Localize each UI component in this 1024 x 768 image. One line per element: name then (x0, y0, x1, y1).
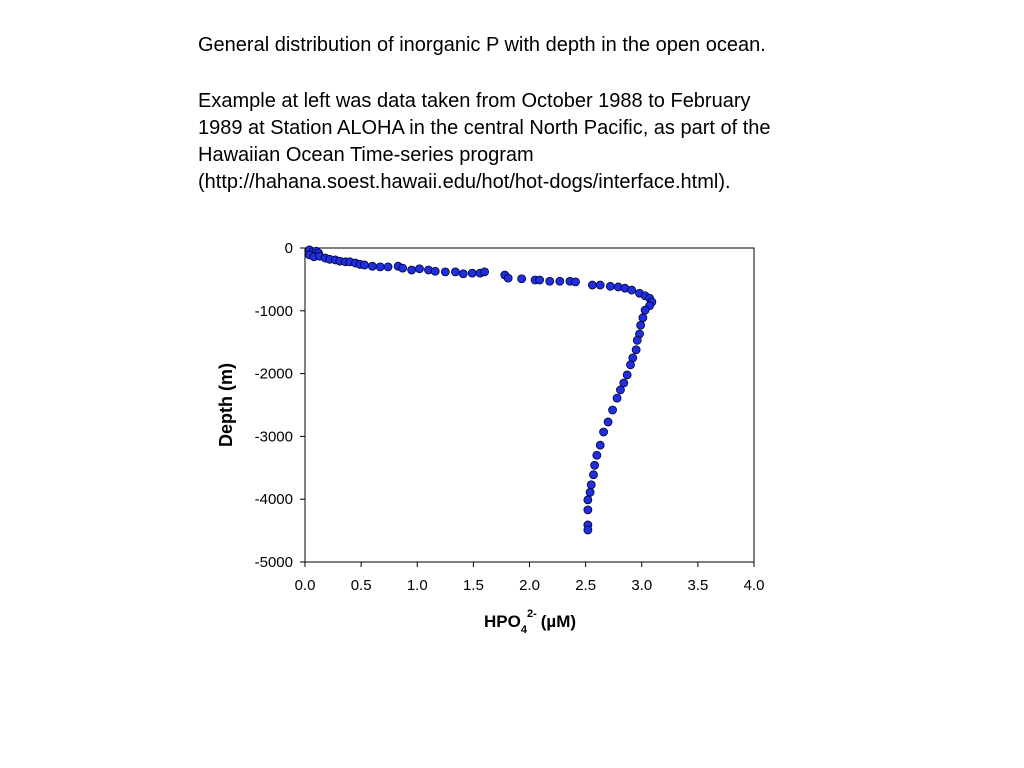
point (590, 460, 600, 470)
point (367, 261, 377, 271)
point (415, 264, 424, 274)
point (605, 281, 615, 291)
y-tick-label: -1000 (255, 303, 293, 320)
x-tick-label: 3.0 (631, 577, 652, 594)
y-tick-label: -5000 (255, 554, 293, 571)
line-0: Example at left was data taken from Octo… (198, 90, 751, 112)
line-1: 1989 at Station ALOHA in the central Nor… (198, 117, 771, 139)
x-label-sup: 2- (527, 608, 537, 620)
point (603, 417, 613, 427)
point (599, 427, 608, 437)
point (583, 505, 593, 515)
x-label-text: HPO (484, 612, 521, 631)
point (595, 280, 605, 290)
point (458, 269, 468, 279)
point (451, 267, 460, 277)
x-tick-label: 2.5 (575, 577, 596, 594)
point (398, 263, 408, 273)
point (608, 405, 617, 415)
y-tick-label: -4000 (255, 491, 293, 508)
y-tick-label: 0 (285, 240, 293, 257)
point (555, 276, 565, 286)
point (631, 345, 641, 355)
point (430, 266, 440, 276)
point (407, 265, 417, 275)
point (640, 305, 650, 315)
point (383, 262, 393, 272)
point (587, 280, 597, 290)
point (595, 440, 605, 450)
y-axis-label: Depth (m) (216, 363, 236, 447)
x-tick-label: 2.0 (519, 577, 540, 594)
x-tick-label: 1.5 (463, 577, 484, 594)
point (589, 470, 598, 480)
point (622, 370, 632, 380)
point (375, 262, 385, 272)
heading: General distribution of inorganic P with… (198, 34, 766, 56)
point (571, 277, 580, 287)
point (627, 285, 637, 295)
line-3: (http://hahana.soest.hawaii.edu/hot/hot-… (198, 171, 731, 193)
point (585, 487, 595, 497)
point (583, 495, 593, 505)
x-label-unit: (µM) (541, 612, 576, 631)
x-tick-label: 0.5 (351, 577, 372, 594)
point (503, 273, 513, 283)
point (612, 393, 622, 403)
point (636, 320, 646, 330)
x-tick-label: 0.0 (295, 577, 316, 594)
x-tick-label: 3.5 (687, 577, 708, 594)
x-axis-label: HPO4 2- (µM) (484, 608, 576, 636)
point (638, 313, 648, 323)
line-2: Hawaiian Ocean Time-series program (198, 144, 534, 166)
point (517, 274, 527, 284)
x-label-sub: 4 (521, 624, 528, 636)
point (586, 480, 596, 490)
point (619, 378, 629, 388)
point (467, 268, 477, 278)
point (545, 276, 555, 286)
point (480, 267, 490, 277)
point (440, 267, 450, 277)
plot-frame (304, 247, 755, 563)
x-tick-label: 1.0 (407, 577, 428, 594)
y-tick-label: -3000 (255, 428, 293, 445)
point (360, 260, 369, 270)
point (592, 450, 602, 460)
point (632, 335, 642, 345)
x-tick-label: 4.0 (744, 577, 765, 594)
point (535, 275, 545, 285)
y-tick-label: -2000 (255, 366, 293, 383)
point (583, 525, 593, 535)
point (616, 385, 625, 395)
point (626, 360, 635, 370)
